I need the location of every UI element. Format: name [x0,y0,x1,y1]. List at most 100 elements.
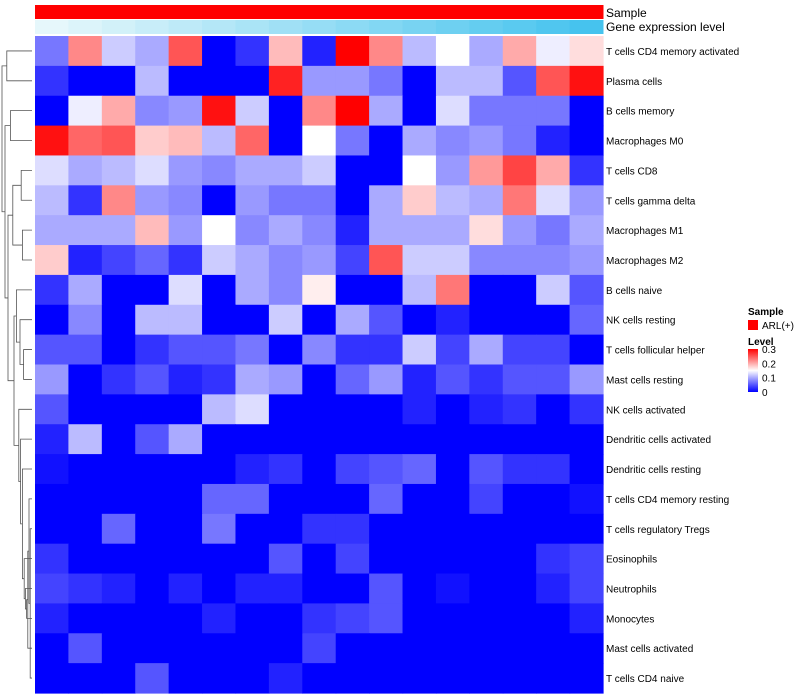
heatmap-cell [135,573,170,605]
heatmap-cell [168,663,203,694]
row-label: Mast cells resting [606,375,683,386]
heatmap-cell [202,245,237,276]
row-label: NK cells resting [606,316,675,327]
heatmap-cell [135,364,170,395]
expression-annotation-cell [536,20,571,34]
heatmap-cell [68,364,103,395]
heatmap-cell [569,543,604,575]
heatmap-cell [202,543,237,575]
heatmap-cell [68,394,103,425]
heatmap-cell [35,245,70,276]
heatmap-cell [302,125,337,157]
heatmap-cell [302,304,337,336]
heatmap-cell [202,274,237,306]
heatmap-cell [235,304,270,336]
heatmap-cell [435,125,470,157]
expression-annotation-cell [469,20,504,34]
heatmap-cell [435,424,470,455]
heatmap-cell [101,36,136,67]
heatmap-cell [101,65,136,97]
heatmap-cell [202,334,237,366]
heatmap-cell [168,95,203,127]
heatmap-cell [35,364,70,395]
row-label: Macrophages M0 [606,137,684,148]
legend-level-colorbar [748,349,758,392]
row-label: T cells gamma delta [606,196,696,207]
heatmap-cell [302,155,337,186]
heatmap-cell [369,513,404,545]
heatmap-cell [168,454,203,485]
legend-tick-label: 0 [762,388,768,399]
heatmap-cell [235,95,270,127]
dendrogram-branch [23,349,32,380]
legend-level-title: Level [748,337,774,348]
heatmap-cell [101,125,136,157]
heatmap-cell [235,454,270,485]
heatmap-cell [68,633,103,664]
heatmap-cell [369,663,404,694]
row-labels: T cells CD4 memory activated Plasma cells… [606,47,739,685]
heatmap-cell [502,573,537,605]
heatmap-cell [502,663,537,694]
dendrogram-branch [1,65,7,213]
heatmap-cell [369,36,404,67]
expression-annotation-cell [435,20,470,34]
dendrogram-branch [22,229,32,261]
heatmap-cell [569,36,604,67]
heatmap-cell [235,573,270,605]
heatmap-cell [469,125,504,157]
heatmap-cell [502,483,537,515]
heatmap-cell [435,663,470,694]
heatmap-cell [302,36,337,67]
heatmap-cell [569,483,604,515]
heatmap-cell [268,304,303,336]
heatmap-cell [68,215,103,246]
heatmap-cell [435,95,470,127]
heatmap-cell [536,95,571,127]
heatmap-cell [469,573,504,605]
heatmap-cell [536,424,571,455]
heatmap-cell [435,364,470,395]
heatmap-cell [268,65,303,97]
heatmap-cell [268,394,303,425]
heatmap-cell [135,245,170,276]
heatmap-cell [435,36,470,67]
heatmap-cell [101,513,136,545]
expression-annotation-cell [101,20,136,34]
dendrogram-branch [29,528,32,679]
heatmap-cell [135,185,170,216]
heatmap-cell [168,334,203,366]
heatmap-cell [402,95,437,127]
heatmap-cell [302,274,337,306]
heatmap-cell [101,155,136,186]
heatmap-cell [202,304,237,336]
heatmap-cell [369,633,404,664]
heatmap-cell [101,483,136,515]
heatmap-cell [202,155,237,186]
heatmap-cell [536,125,571,157]
heatmap-cell [268,633,303,664]
heatmap-cell [35,603,70,634]
expression-annotation-cell [302,20,337,34]
heatmap-cell [435,454,470,485]
heatmap-cell [268,274,303,306]
heatmap-cell [168,364,203,395]
heatmap-cell [536,513,571,545]
sample-annotation-cell [536,5,571,19]
heatmap-cell [469,65,504,97]
heatmap-cell [135,424,170,455]
heatmap-cell [68,603,103,634]
heatmap-cell [569,65,604,97]
heatmap-cell [302,215,337,246]
row-label: T cells CD4 naive [606,674,685,685]
heatmap-cell [168,185,203,216]
heatmap-cell [569,334,604,366]
heatmap-cell [402,663,437,694]
heatmap-cell [135,483,170,515]
heatmap-cell [135,603,170,634]
heatmap-cell [35,304,70,336]
heatmap-cell [135,513,170,545]
heatmap-cell [68,95,103,127]
sample-track-label: Sample [606,6,647,20]
heatmap-cell [268,185,303,216]
